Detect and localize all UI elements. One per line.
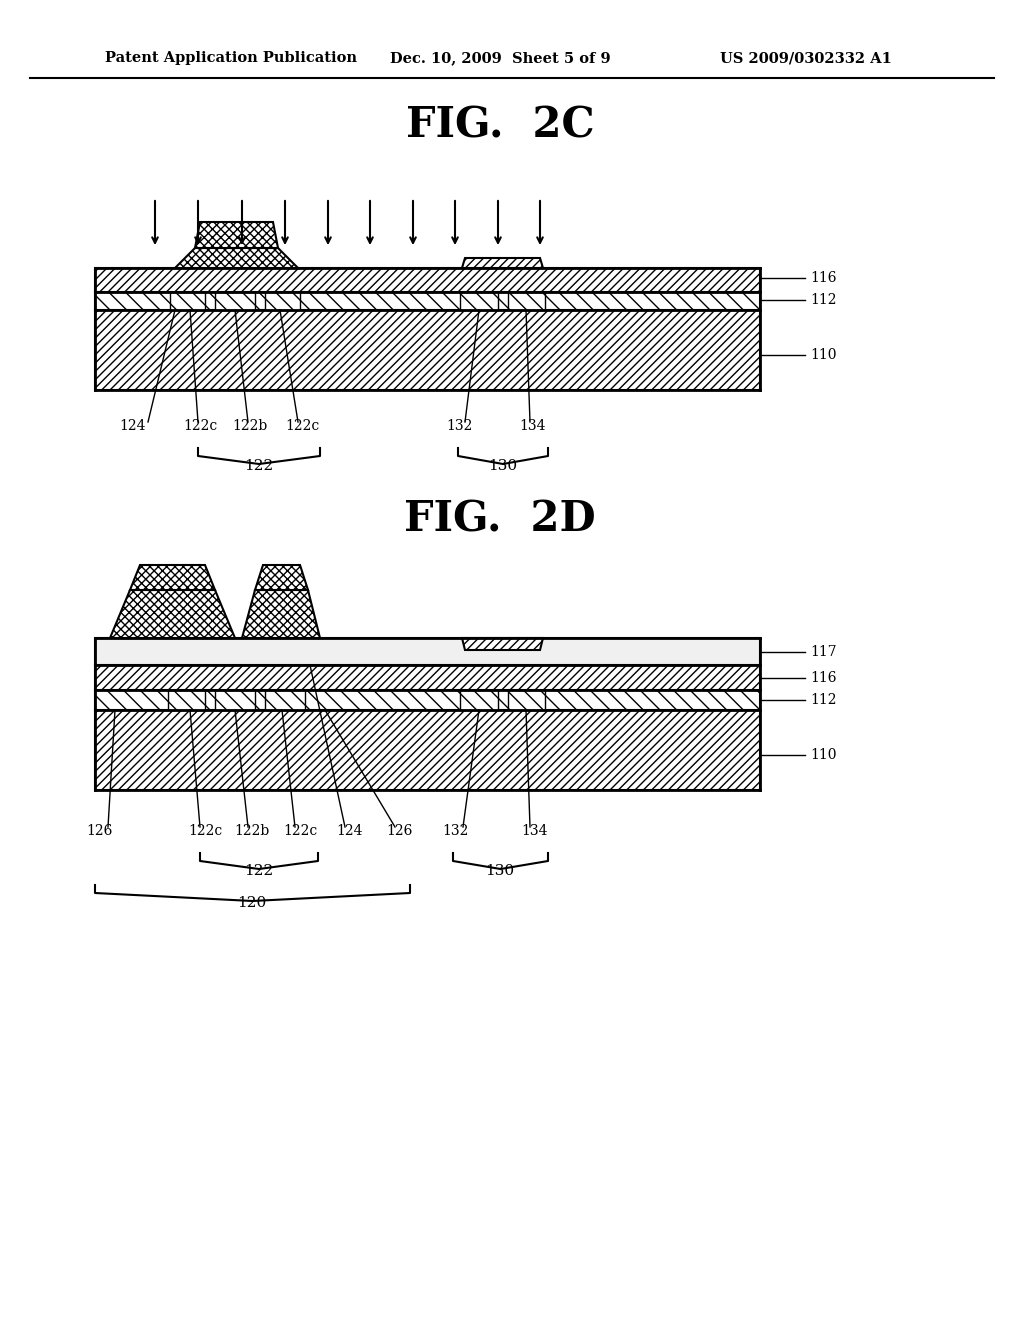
Polygon shape xyxy=(195,222,278,248)
Polygon shape xyxy=(462,638,543,649)
Polygon shape xyxy=(110,590,234,638)
Text: FIG.  2C: FIG. 2C xyxy=(406,104,594,147)
Bar xyxy=(460,690,498,710)
Text: 116: 116 xyxy=(810,271,837,285)
Text: 126: 126 xyxy=(387,824,414,838)
Text: 132: 132 xyxy=(446,418,473,433)
Bar xyxy=(95,690,760,710)
Polygon shape xyxy=(175,248,298,268)
Text: Patent Application Publication: Patent Application Publication xyxy=(105,51,357,65)
Text: 122b: 122b xyxy=(232,418,267,433)
Bar xyxy=(265,690,305,710)
Text: 117: 117 xyxy=(810,645,837,659)
Text: 122: 122 xyxy=(245,865,273,878)
Bar xyxy=(95,268,760,292)
Text: 134: 134 xyxy=(522,824,548,838)
Text: 122c: 122c xyxy=(183,418,217,433)
Text: 122c: 122c xyxy=(187,824,222,838)
Bar xyxy=(95,710,760,789)
Bar xyxy=(95,638,760,665)
Text: 132: 132 xyxy=(441,824,468,838)
Bar xyxy=(168,690,205,710)
Polygon shape xyxy=(462,257,543,268)
Text: 122b: 122b xyxy=(234,824,269,838)
Text: 124: 124 xyxy=(337,824,364,838)
Text: 126: 126 xyxy=(87,824,114,838)
Text: 120: 120 xyxy=(238,896,266,909)
Polygon shape xyxy=(255,565,308,590)
Bar xyxy=(265,292,300,310)
Bar xyxy=(95,292,760,310)
Text: 110: 110 xyxy=(810,348,837,362)
Text: 130: 130 xyxy=(485,865,515,878)
Text: 112: 112 xyxy=(810,293,837,308)
Text: 134: 134 xyxy=(520,418,546,433)
Text: 116: 116 xyxy=(810,671,837,685)
Polygon shape xyxy=(242,590,319,638)
Bar xyxy=(460,292,498,310)
Bar xyxy=(95,310,760,389)
Text: 112: 112 xyxy=(810,693,837,708)
Bar xyxy=(170,292,205,310)
Text: 122c: 122c xyxy=(283,824,317,838)
Text: 122: 122 xyxy=(245,459,273,473)
Bar xyxy=(508,292,545,310)
Polygon shape xyxy=(130,565,215,590)
Text: 110: 110 xyxy=(810,748,837,762)
Text: US 2009/0302332 A1: US 2009/0302332 A1 xyxy=(720,51,892,65)
Text: 124: 124 xyxy=(120,418,146,433)
Text: FIG.  2D: FIG. 2D xyxy=(404,499,596,541)
Bar xyxy=(95,665,760,690)
Text: 122c: 122c xyxy=(285,418,319,433)
Bar xyxy=(508,690,545,710)
Text: Dec. 10, 2009  Sheet 5 of 9: Dec. 10, 2009 Sheet 5 of 9 xyxy=(390,51,610,65)
Bar xyxy=(215,292,255,310)
Text: 130: 130 xyxy=(488,459,517,473)
Bar xyxy=(215,690,255,710)
